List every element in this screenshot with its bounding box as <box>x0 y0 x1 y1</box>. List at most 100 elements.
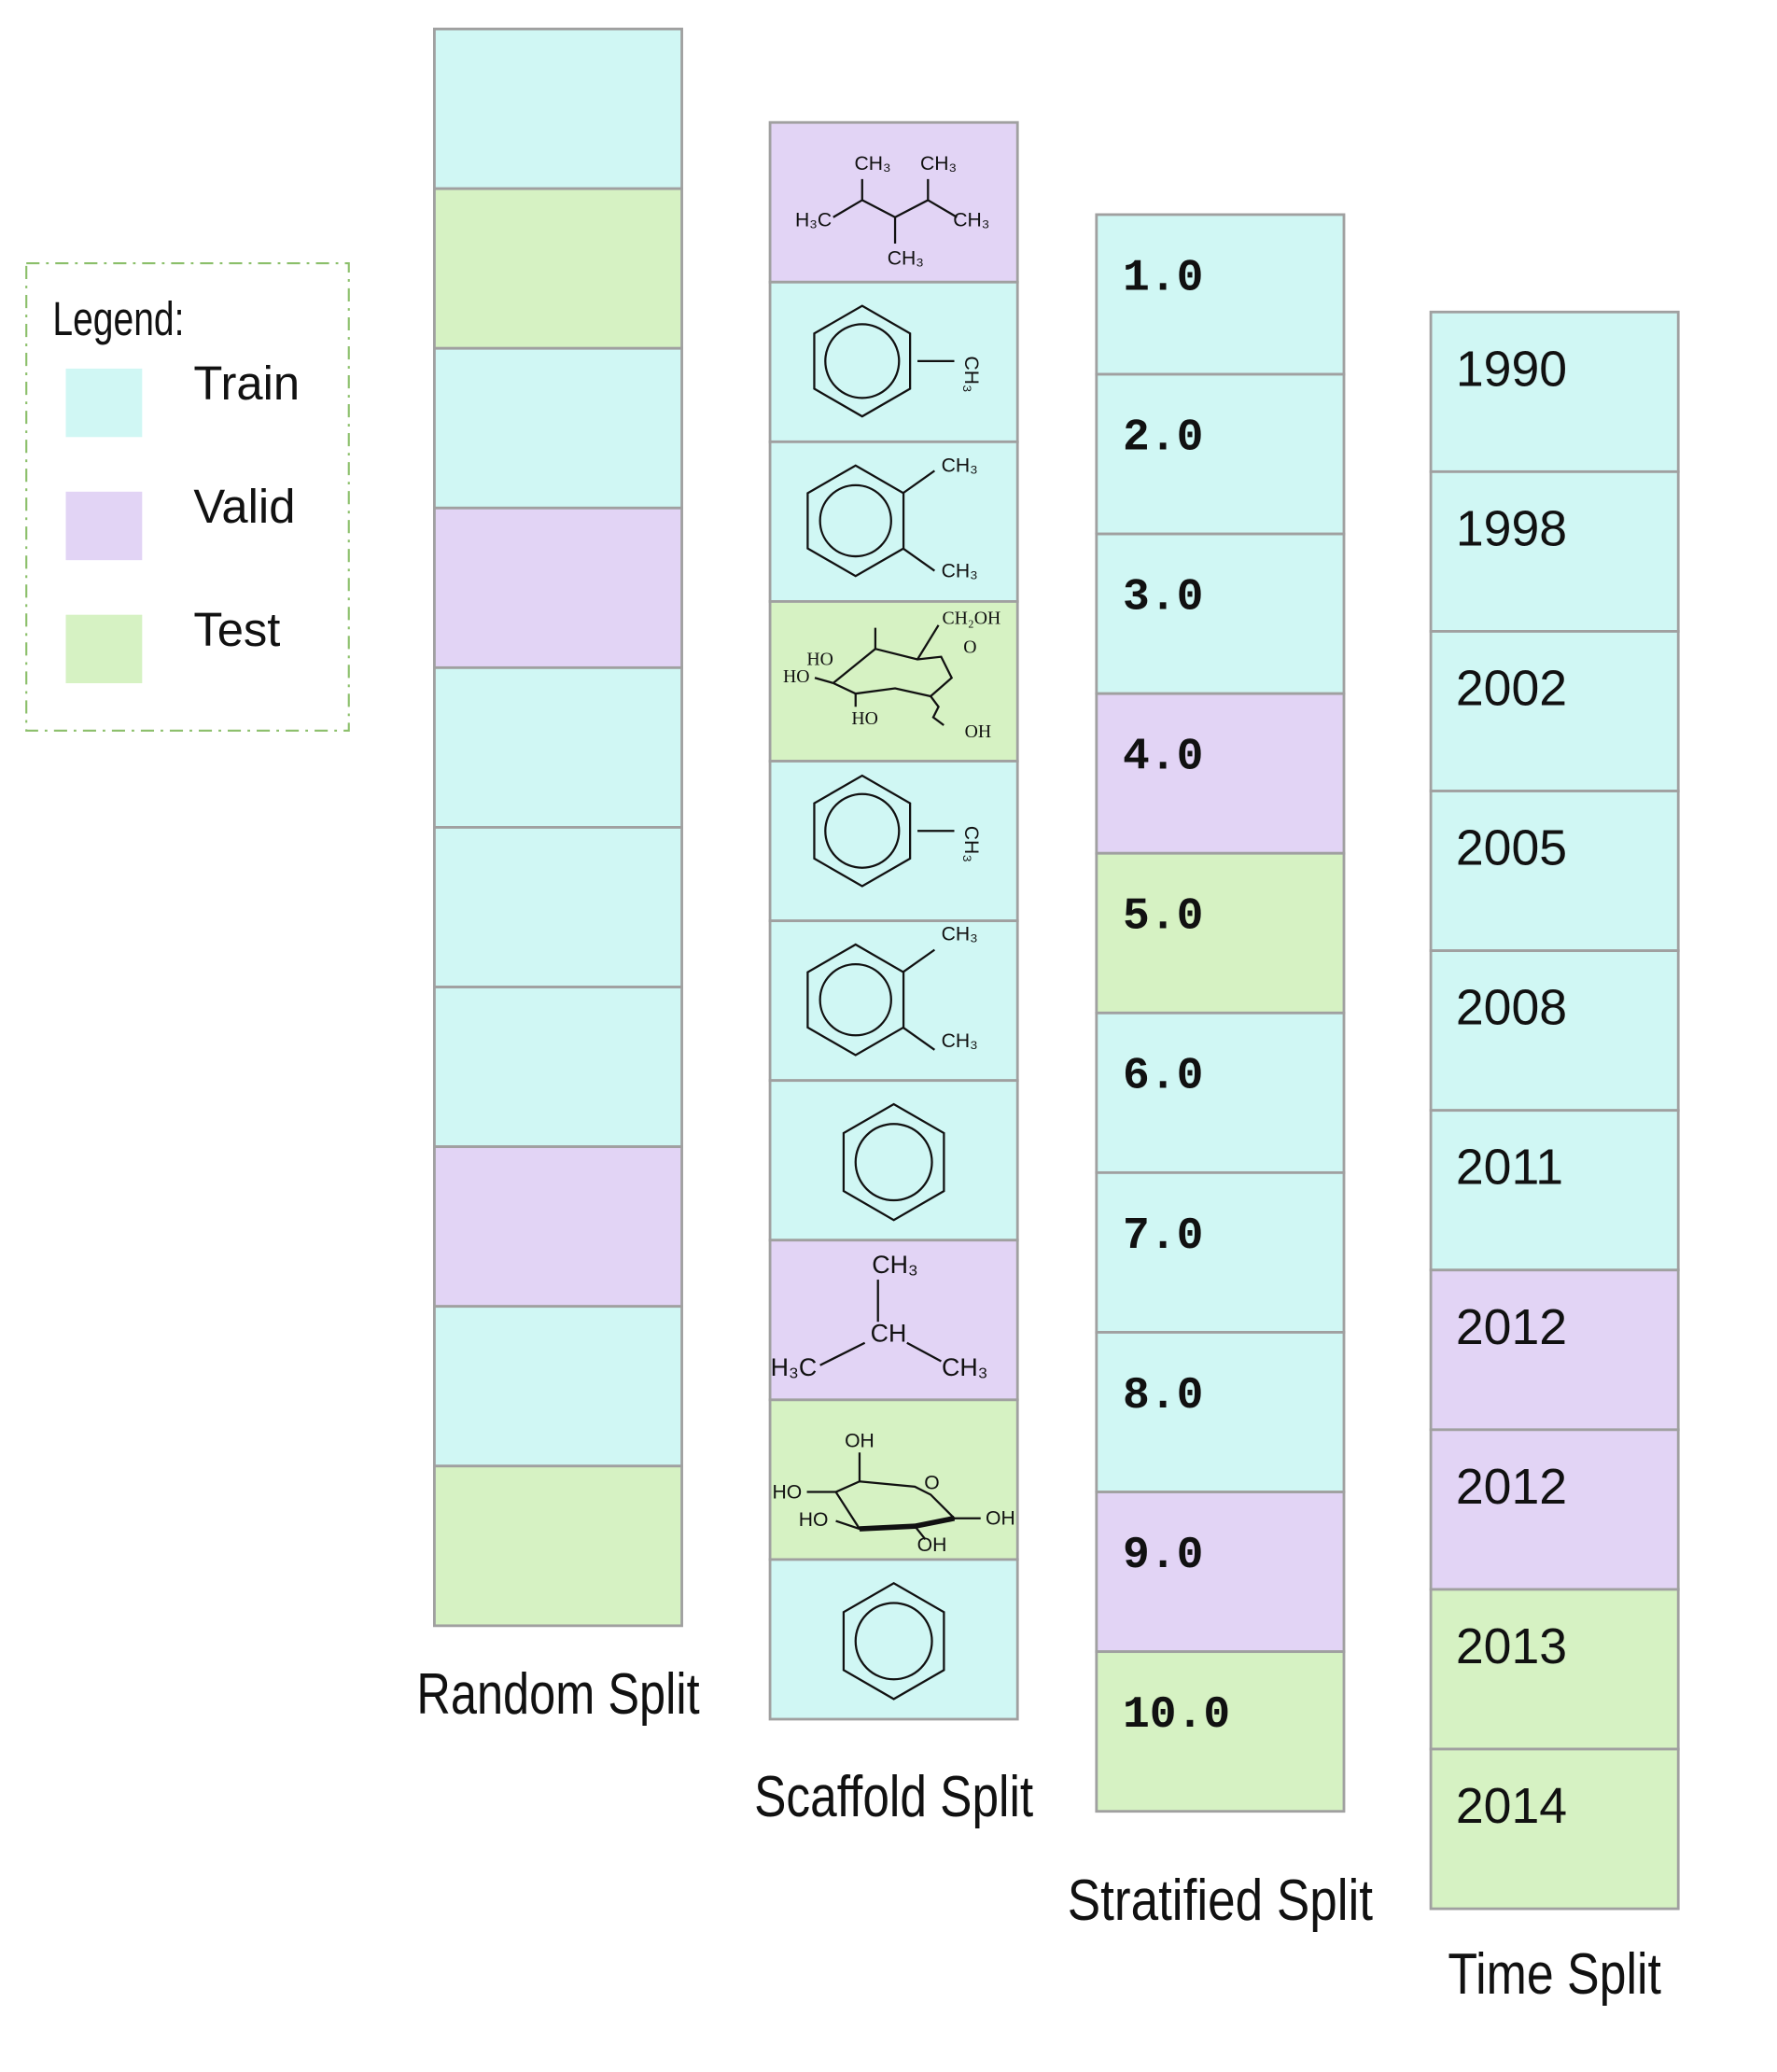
bond <box>930 695 944 726</box>
property-label: 2.0 <box>1123 413 1203 463</box>
aromatic-circle <box>854 1602 933 1681</box>
molecule: CH₃ <box>813 304 982 418</box>
atom-label: HO <box>799 1509 829 1531</box>
year-label: 2012 <box>1456 1459 1567 1515</box>
split-cell <box>768 1239 1019 1402</box>
column-title: Scaffold Split <box>754 1765 1033 1829</box>
column-title: Stratified Split <box>1068 1869 1373 1933</box>
aromatic-circle <box>824 323 901 399</box>
year-label: 2014 <box>1456 1778 1567 1834</box>
bond <box>835 1519 861 1531</box>
atom-label: O <box>924 1473 939 1494</box>
molecule: CH₃ <box>813 774 982 888</box>
bond <box>861 178 930 219</box>
year-label: 1990 <box>1456 341 1567 397</box>
atom-label: CH <box>871 1319 907 1347</box>
split-cell <box>768 760 1019 923</box>
legend-label: Valid <box>193 480 295 533</box>
atom-label: OH <box>845 1431 875 1452</box>
property-label: 9.0 <box>1123 1531 1203 1581</box>
molecule: CH₃ CH₃ <box>806 924 978 1057</box>
molecule: OH O HO HO OH OH <box>773 1431 1015 1556</box>
atom-label: HO <box>806 649 833 669</box>
split-cell <box>1429 790 1680 953</box>
split-cell <box>1429 310 1680 473</box>
split-cell <box>433 187 683 350</box>
bond <box>902 1026 936 1051</box>
split-cell <box>433 1145 683 1309</box>
split-cell <box>1429 949 1680 1113</box>
atom-label: O <box>963 637 976 658</box>
split-cell <box>768 919 1019 1083</box>
atom-label: CH₂OH <box>942 609 1000 629</box>
atom-label: CH₃ <box>854 153 890 175</box>
molecule <box>842 1102 945 1222</box>
split-cell <box>1095 1331 1346 1493</box>
property-label: 3.0 <box>1123 572 1203 623</box>
atom-label: HO <box>851 708 878 729</box>
year-label: 2013 <box>1456 1618 1567 1674</box>
split-cell <box>433 506 683 669</box>
split-cell <box>1095 372 1346 536</box>
bond <box>906 1341 942 1363</box>
legend-label: Train <box>193 357 300 410</box>
split-cell <box>1095 1011 1346 1174</box>
atom-label: HO <box>773 1482 803 1504</box>
legend-swatch <box>65 614 143 684</box>
legend-swatch <box>65 491 143 561</box>
year-label: 1998 <box>1456 500 1567 556</box>
legend-swatch <box>65 368 143 438</box>
legend-title: Legend: <box>52 292 184 345</box>
property-label: 5.0 <box>1123 892 1203 943</box>
benzene-ring <box>813 774 912 888</box>
atom-label: CH₃ <box>953 210 989 231</box>
atom-label: OH <box>917 1534 947 1556</box>
split-cell <box>768 600 1019 763</box>
atom-label: CH₃ <box>942 1353 988 1381</box>
year-label: 2005 <box>1456 820 1567 876</box>
split-cell <box>433 346 683 510</box>
split-cell <box>1429 1109 1680 1272</box>
atom-label: HO <box>783 666 810 687</box>
property-label: 1.0 <box>1123 253 1203 303</box>
atom-label: CH₃ <box>960 826 982 862</box>
split-cell <box>1429 1268 1680 1432</box>
legend-label: Test <box>193 603 280 656</box>
aromatic-circle <box>854 1123 933 1202</box>
atom-label: H₃C <box>795 210 832 231</box>
atom-label: CH₃ <box>942 455 978 477</box>
molecule: CH₃ CH₃ H₃C CH₃ CH₃ <box>795 153 989 270</box>
atom-label: CH₃ <box>942 924 978 945</box>
split-cell <box>768 280 1019 443</box>
column-title: Time Split <box>1448 1942 1660 2007</box>
atom-label: CH₃ <box>942 1030 978 1052</box>
split-cell <box>1095 1650 1346 1813</box>
property-label: 10.0 <box>1123 1690 1230 1741</box>
property-label: 4.0 <box>1123 733 1203 783</box>
bond <box>902 547 936 572</box>
atom-label: OH <box>986 1508 1015 1530</box>
benzene-ring <box>813 304 912 418</box>
year-label: 2011 <box>1456 1140 1563 1196</box>
atom-label: CH₃ <box>920 153 957 175</box>
column-title: Random Split <box>416 1662 699 1727</box>
split-cell <box>1095 692 1346 855</box>
split-cell <box>1429 469 1680 633</box>
split-cell <box>1095 851 1346 1015</box>
aromatic-circle <box>824 792 901 869</box>
bond <box>902 948 936 973</box>
aromatic-circle <box>819 483 892 558</box>
split-cell <box>433 826 683 988</box>
split-cell <box>433 1464 683 1628</box>
split-cell <box>1429 1588 1680 1751</box>
bond <box>814 677 834 684</box>
bond <box>833 647 954 698</box>
split-cell <box>768 1558 1019 1721</box>
benzene-ring <box>842 1581 945 1701</box>
year-label: 2008 <box>1456 980 1567 1036</box>
split-cell <box>1095 532 1346 695</box>
split-cell <box>1429 1747 1680 1911</box>
aromatic-circle <box>819 963 892 1037</box>
split-cell <box>433 27 683 190</box>
split-cell <box>433 665 683 829</box>
